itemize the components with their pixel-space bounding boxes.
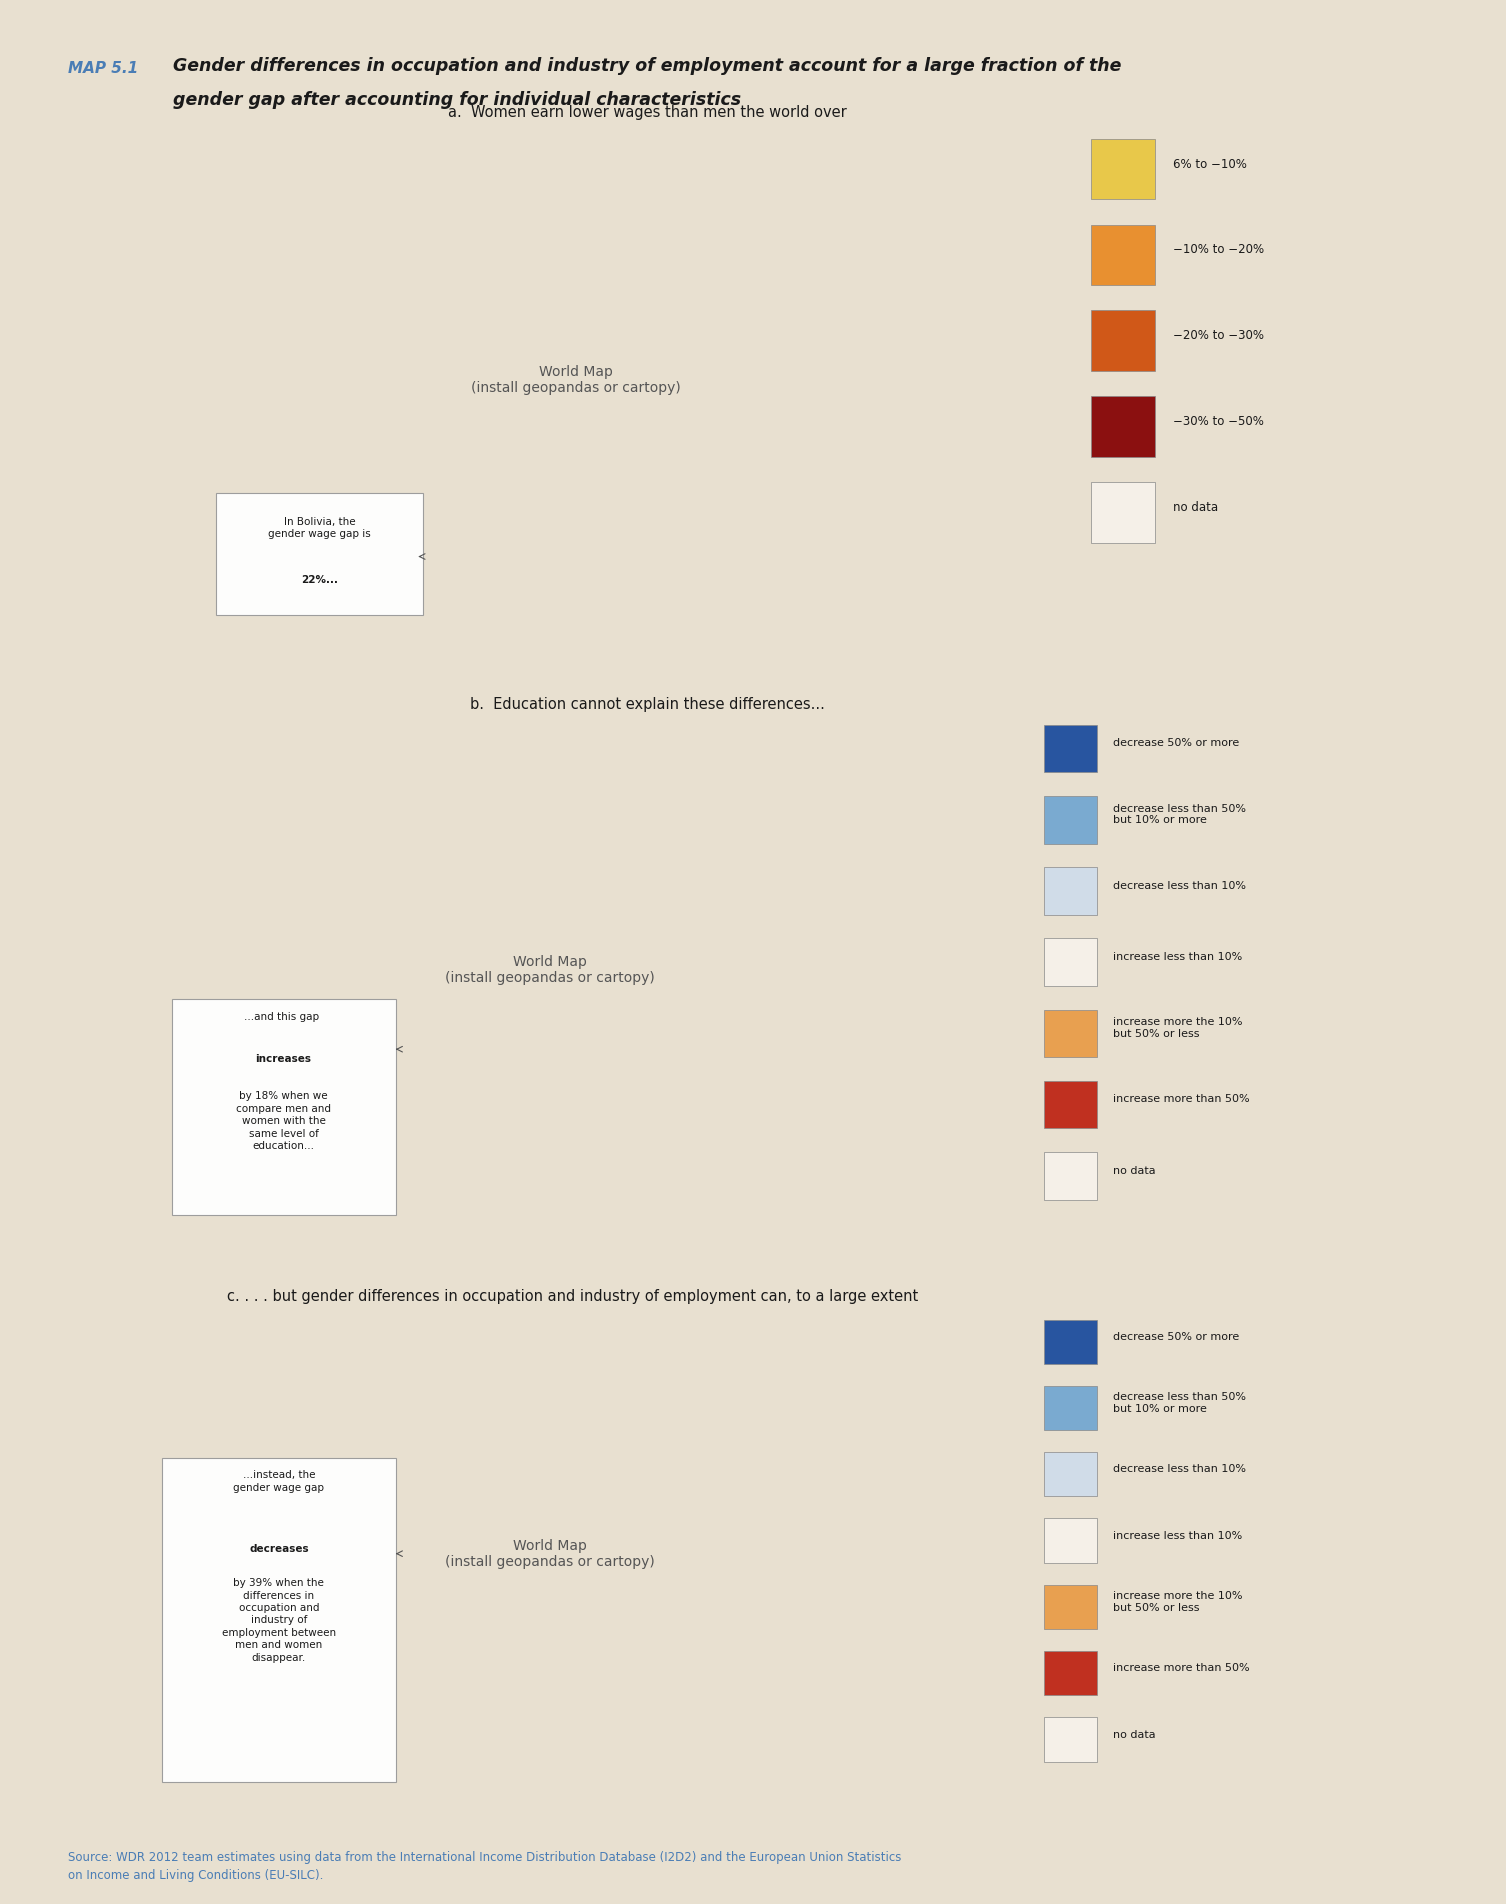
Text: decreases: decreases <box>248 1544 309 1554</box>
Text: ...and this gap: ...and this gap <box>244 1013 322 1022</box>
FancyBboxPatch shape <box>163 1458 396 1782</box>
Text: by 18% when we
compare men and
women with the
same level of
education...: by 18% when we compare men and women wit… <box>236 1091 331 1152</box>
Bar <box>1044 939 1096 986</box>
Bar <box>1044 1319 1096 1363</box>
Bar <box>1044 1584 1096 1630</box>
Text: no data: no data <box>1113 1729 1157 1740</box>
Text: World Map
(install geopandas or cartopy): World Map (install geopandas or cartopy) <box>471 366 681 394</box>
Text: increases: increases <box>256 1055 312 1064</box>
Text: increase more the 10%
but 50% or less: increase more the 10% but 50% or less <box>1113 1017 1242 1040</box>
Text: a.  Women earn lower wages than men the world over: a. Women earn lower wages than men the w… <box>449 105 846 120</box>
Text: increase less than 10%: increase less than 10% <box>1113 952 1242 962</box>
Text: increase less than 10%: increase less than 10% <box>1113 1531 1242 1540</box>
FancyBboxPatch shape <box>172 1000 396 1215</box>
Text: −10% to −20%: −10% to −20% <box>1173 244 1264 257</box>
Bar <box>1044 796 1096 843</box>
Text: decrease less than 50%
but 10% or more: decrease less than 50% but 10% or more <box>1113 1392 1247 1415</box>
Text: gender gap after accounting for individual characteristics: gender gap after accounting for individu… <box>173 91 741 109</box>
Text: decrease 50% or more: decrease 50% or more <box>1113 739 1239 748</box>
Text: increase more than 50%: increase more than 50% <box>1113 1095 1250 1104</box>
Bar <box>1044 1717 1096 1761</box>
Text: −30% to −50%: −30% to −50% <box>1173 415 1264 428</box>
FancyBboxPatch shape <box>215 493 423 615</box>
Bar <box>1092 310 1155 371</box>
Text: MAP 5.1: MAP 5.1 <box>68 61 139 76</box>
Bar <box>1044 1081 1096 1129</box>
Text: no data: no data <box>1173 501 1218 514</box>
Bar <box>1044 1519 1096 1563</box>
Text: increase more than 50%: increase more than 50% <box>1113 1664 1250 1674</box>
Bar <box>1044 1152 1096 1200</box>
Bar <box>1044 1009 1096 1057</box>
Text: 22%...: 22%... <box>301 575 337 585</box>
Bar <box>1092 225 1155 286</box>
Text: no data: no data <box>1113 1165 1157 1175</box>
Bar <box>1092 396 1155 457</box>
Bar <box>1044 1386 1096 1430</box>
Text: by 39% when the
differences in
occupation and
industry of
employment between
men: by 39% when the differences in occupatio… <box>221 1578 336 1662</box>
Text: 6% to −10%: 6% to −10% <box>1173 158 1247 171</box>
Bar <box>1044 1453 1096 1497</box>
Text: In Bolivia, the
gender wage gap is: In Bolivia, the gender wage gap is <box>268 518 370 539</box>
Text: decrease less than 10%: decrease less than 10% <box>1113 882 1247 891</box>
Text: decrease less than 10%: decrease less than 10% <box>1113 1464 1247 1474</box>
Text: World Map
(install geopandas or cartopy): World Map (install geopandas or cartopy) <box>444 956 655 984</box>
Bar <box>1092 139 1155 200</box>
Bar <box>1044 725 1096 773</box>
Text: −20% to −30%: −20% to −30% <box>1173 329 1264 343</box>
Text: Gender differences in occupation and industry of employment account for a large : Gender differences in occupation and ind… <box>173 57 1122 74</box>
Text: c. . . . but gender differences in occupation and industry of employment can, to: c. . . . but gender differences in occup… <box>227 1289 917 1304</box>
Text: decrease 50% or more: decrease 50% or more <box>1113 1331 1239 1342</box>
Text: increase more the 10%
but 50% or less: increase more the 10% but 50% or less <box>1113 1592 1242 1613</box>
Text: b.  Education cannot explain these differences...: b. Education cannot explain these differ… <box>470 697 825 712</box>
Text: decrease less than 50%
but 10% or more: decrease less than 50% but 10% or more <box>1113 803 1247 824</box>
Text: Source: WDR 2012 team estimates using data from the International Income Distrib: Source: WDR 2012 team estimates using da… <box>68 1851 901 1881</box>
Text: ...instead, the
gender wage gap: ...instead, the gender wage gap <box>233 1470 324 1493</box>
Bar <box>1044 866 1096 914</box>
Bar <box>1044 1651 1096 1695</box>
Bar <box>1092 482 1155 543</box>
Text: World Map
(install geopandas or cartopy): World Map (install geopandas or cartopy) <box>444 1538 655 1569</box>
